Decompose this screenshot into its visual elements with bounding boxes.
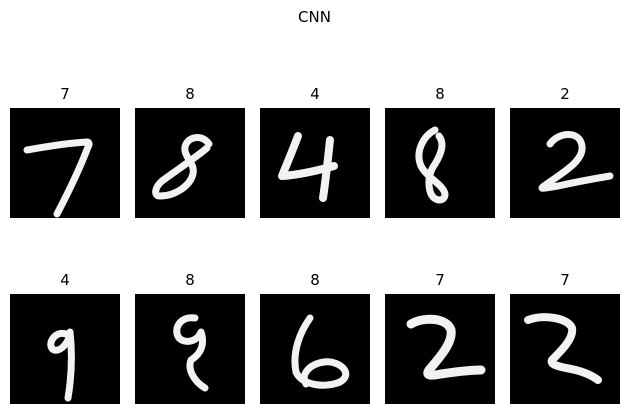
panel-label: 4 — [260, 85, 370, 103]
digit-image — [260, 294, 370, 404]
panel-label: 8 — [135, 85, 245, 103]
panel-label: 7 — [10, 85, 120, 103]
digit-image — [135, 294, 245, 404]
digit-image — [135, 108, 245, 218]
digit-image — [260, 108, 370, 218]
digit-panel-10: 7 — [510, 271, 620, 404]
panel-label: 7 — [510, 271, 620, 289]
figure-title: CNN — [0, 8, 629, 26]
digit-panel-9: 7 — [385, 271, 495, 404]
digit-image — [10, 108, 120, 218]
digit-image — [510, 294, 620, 404]
panel-label: 2 — [510, 85, 620, 103]
digit-image — [385, 108, 495, 218]
digit-panel-8: 8 — [260, 271, 370, 404]
digit-panel-7: 8 — [135, 271, 245, 404]
digit-image — [385, 294, 495, 404]
digit-panel-1: 7 — [10, 85, 120, 218]
digit-panel-4: 8 — [385, 85, 495, 218]
digit-panel-6: 4 — [10, 271, 120, 404]
panel-label: 8 — [135, 271, 245, 289]
digit-image — [10, 294, 120, 404]
digit-panel-3: 4 — [260, 85, 370, 218]
panel-label: 4 — [10, 271, 120, 289]
panel-label: 8 — [385, 85, 495, 103]
panel-label: 8 — [260, 271, 370, 289]
digit-panel-2: 8 — [135, 85, 245, 218]
digit-image — [510, 108, 620, 218]
digit-panel-5: 2 — [510, 85, 620, 218]
panel-label: 7 — [385, 271, 495, 289]
